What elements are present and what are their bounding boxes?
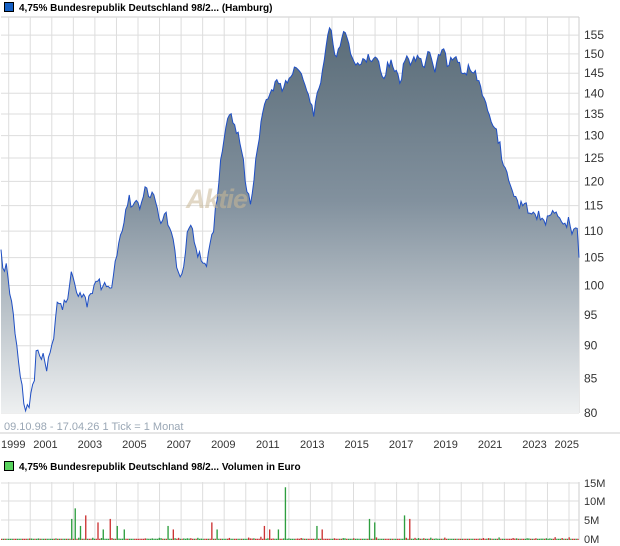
svg-text:2001: 2001: [33, 439, 57, 451]
svg-text:130: 130: [584, 129, 604, 143]
svg-text:2003: 2003: [78, 439, 102, 451]
svg-text:105: 105: [584, 251, 604, 265]
svg-text:85: 85: [584, 371, 598, 385]
svg-text:2011: 2011: [256, 439, 280, 451]
svg-text:2023: 2023: [522, 439, 546, 451]
svg-text:2015: 2015: [344, 439, 368, 451]
svg-text:1999: 1999: [1, 439, 25, 451]
svg-text:10M: 10M: [584, 496, 605, 508]
svg-text:120: 120: [584, 174, 604, 188]
svg-text:2007: 2007: [167, 439, 191, 451]
svg-text:2019: 2019: [433, 439, 457, 451]
svg-text:2013: 2013: [300, 439, 324, 451]
svg-text:09.10.98 - 17.04.26 1 Tick: 09.10.98 - 17.04.26 1 Tick = 1 Monat: [4, 421, 183, 433]
svg-text:150: 150: [584, 47, 604, 61]
svg-text:145: 145: [584, 66, 604, 80]
svg-text:90: 90: [584, 339, 598, 353]
svg-text:2025: 2025: [555, 439, 579, 451]
svg-text:2005: 2005: [122, 439, 146, 451]
svg-text:80: 80: [584, 406, 598, 420]
svg-text:5M: 5M: [584, 515, 599, 527]
svg-text:2009: 2009: [211, 439, 235, 451]
svg-text:155: 155: [584, 28, 604, 42]
svg-text:135: 135: [584, 107, 604, 121]
svg-text:15M: 15M: [584, 478, 605, 490]
svg-text:Aktie: Aktie: [185, 184, 248, 214]
svg-text:115: 115: [584, 199, 603, 213]
svg-text:125: 125: [584, 151, 604, 165]
svg-text:100: 100: [584, 279, 604, 293]
svg-text:0M: 0M: [584, 534, 599, 546]
svg-text:110: 110: [584, 224, 603, 238]
svg-text:140: 140: [584, 86, 604, 100]
svg-text:2017: 2017: [389, 439, 413, 451]
svg-text:95: 95: [584, 308, 598, 322]
svg-text:2021: 2021: [478, 439, 502, 451]
